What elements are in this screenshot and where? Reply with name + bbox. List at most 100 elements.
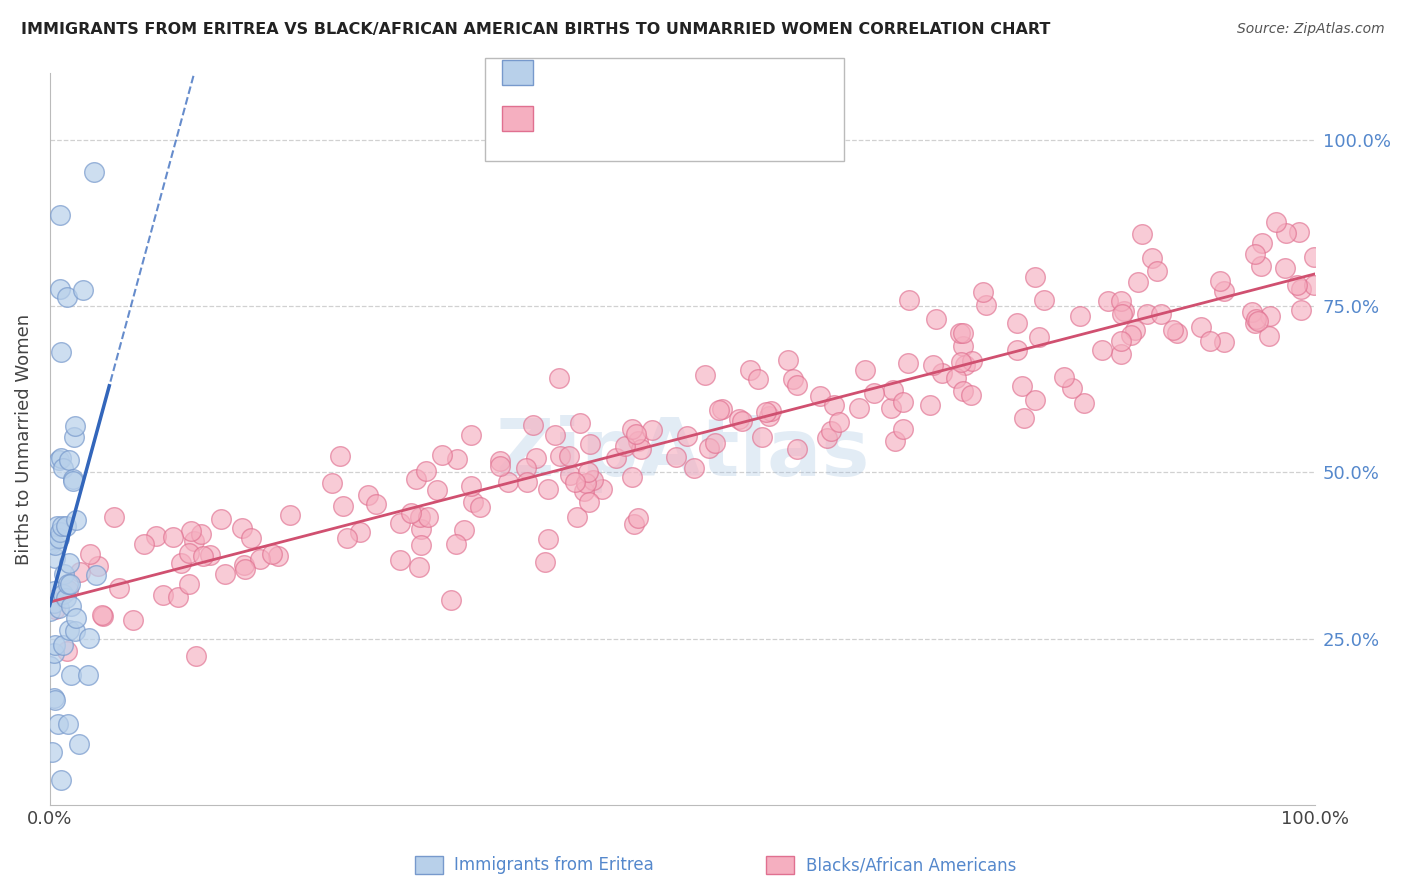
Point <box>1302 277 1324 292</box>
Point <box>48 531 70 545</box>
Point <box>389 516 412 530</box>
Point <box>1128 275 1150 289</box>
Point <box>560 468 582 483</box>
Point <box>329 450 352 464</box>
Point <box>524 450 547 465</box>
Point <box>190 526 212 541</box>
Point <box>1302 250 1324 264</box>
Point <box>1111 347 1133 361</box>
Text: R =  0.266   N =   53: R = 0.266 N = 53 <box>547 62 768 82</box>
Point <box>65 610 87 624</box>
Point <box>537 533 560 547</box>
Point <box>42 584 65 599</box>
Point <box>1011 379 1033 393</box>
Point <box>808 389 831 403</box>
Point <box>416 510 439 524</box>
Point <box>67 737 90 751</box>
Point <box>953 358 976 372</box>
Point <box>1097 293 1119 308</box>
Point <box>853 363 876 377</box>
Point <box>83 165 105 179</box>
Point <box>578 437 600 451</box>
Point <box>1244 312 1267 326</box>
Point <box>623 516 645 531</box>
Point <box>1251 235 1274 250</box>
Point <box>1132 227 1154 241</box>
Point <box>62 474 84 488</box>
Point <box>711 402 734 417</box>
Point <box>747 372 769 386</box>
Point <box>537 482 560 496</box>
Point <box>1135 308 1157 322</box>
Point <box>728 411 751 425</box>
Point <box>820 425 842 439</box>
Point <box>891 422 914 436</box>
Point <box>1024 393 1046 408</box>
Point <box>44 550 66 565</box>
Point <box>1146 264 1168 278</box>
Point <box>198 548 221 562</box>
Point <box>60 599 83 614</box>
Point <box>51 519 73 533</box>
Point <box>44 602 66 616</box>
Text: ZipAtlas: ZipAtlas <box>495 415 869 492</box>
Point <box>1121 327 1143 342</box>
Point <box>55 290 77 304</box>
Point <box>759 404 782 418</box>
Point <box>703 436 725 450</box>
Point <box>58 623 80 637</box>
Point <box>426 483 449 498</box>
Point <box>162 530 184 544</box>
Point <box>1111 306 1133 320</box>
Point <box>59 576 82 591</box>
Point <box>231 521 253 535</box>
Point <box>1073 396 1095 410</box>
Point <box>439 593 461 607</box>
Point <box>945 371 967 385</box>
Point <box>613 439 636 453</box>
Point <box>52 587 75 601</box>
Point <box>862 386 884 401</box>
Point <box>1069 310 1091 324</box>
Point <box>738 363 761 377</box>
Point <box>184 648 207 663</box>
Point <box>232 558 254 573</box>
Point <box>572 484 595 499</box>
Point <box>731 414 754 428</box>
Point <box>1289 303 1312 318</box>
Point <box>267 549 290 564</box>
Point <box>233 562 256 576</box>
Point <box>1028 330 1050 344</box>
Point <box>39 537 62 551</box>
Point <box>1052 370 1074 384</box>
Point <box>924 312 946 326</box>
Point <box>931 366 953 380</box>
Point <box>707 402 730 417</box>
Point <box>898 293 921 307</box>
Point <box>496 475 519 490</box>
Point <box>950 354 973 368</box>
Point <box>62 430 84 444</box>
Point <box>389 553 412 567</box>
Point <box>409 538 432 552</box>
Point <box>1005 343 1028 358</box>
Point <box>321 476 343 491</box>
Point <box>883 434 905 449</box>
Point <box>547 371 569 385</box>
Point <box>134 537 156 551</box>
Point <box>1189 320 1212 334</box>
Point <box>621 422 644 436</box>
Point <box>627 434 650 448</box>
Point <box>42 596 65 610</box>
Point <box>167 591 190 605</box>
Point <box>564 475 586 489</box>
Point <box>1024 270 1046 285</box>
Point <box>58 556 80 570</box>
Point <box>49 282 72 296</box>
Point <box>249 552 271 566</box>
Point <box>952 384 974 398</box>
Point <box>1241 305 1264 319</box>
Point <box>1032 293 1054 307</box>
Text: Immigrants from Eritrea: Immigrants from Eritrea <box>454 856 654 874</box>
Point <box>1112 303 1135 318</box>
